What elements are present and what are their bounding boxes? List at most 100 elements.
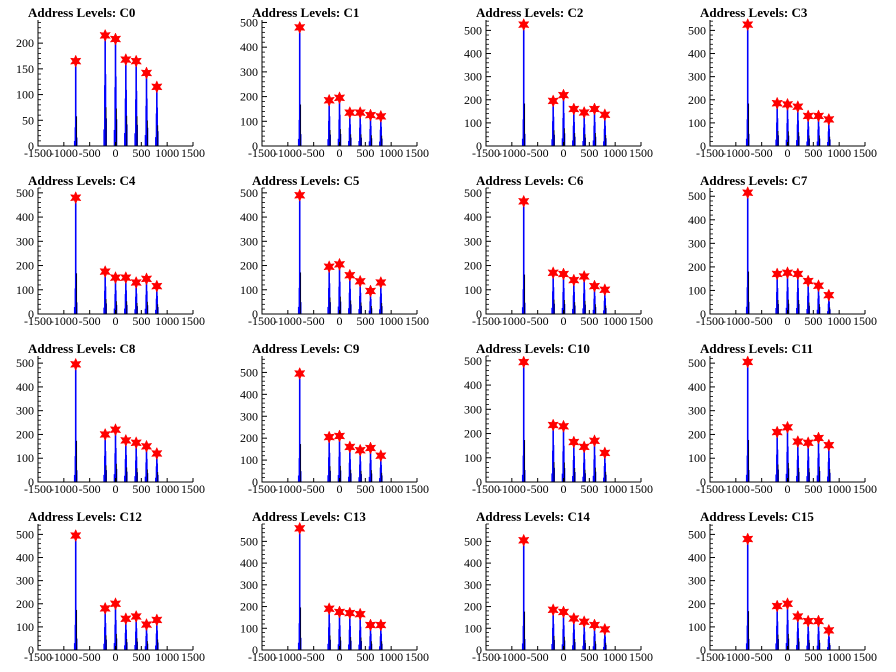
x-tick-label: 0 (113, 146, 119, 160)
x-tick-label: -1500 (24, 314, 52, 328)
peak-marker (557, 605, 570, 619)
x-tick-label: -1500 (24, 482, 52, 496)
peak-marker (547, 418, 559, 432)
y-tick-label: 400 (464, 47, 482, 61)
peak-marker (517, 355, 530, 369)
x-tick-label: -500 (79, 482, 101, 496)
x-tick-label: 1500 (405, 146, 429, 160)
peak-marker (578, 615, 590, 629)
y-tick-label: 400 (464, 210, 482, 224)
peak-marker (557, 419, 570, 433)
x-tick-label: -1000 (274, 482, 302, 496)
y-tick-label: 0 (28, 475, 34, 489)
y-tick-label: 400 (240, 556, 258, 570)
x-tick-label: -1000 (722, 314, 750, 328)
x-tick-label: 1500 (181, 482, 205, 496)
y-tick-label: 300 (464, 234, 482, 248)
x-tick-label: 0 (785, 314, 791, 328)
y-tick-label: 300 (688, 404, 706, 418)
peak-marker (151, 613, 163, 627)
peak-marker (802, 109, 814, 123)
y-tick-label: 500 (240, 15, 258, 29)
y-tick-label: 500 (688, 356, 706, 370)
x-tick-label: 1000 (603, 482, 627, 496)
histogram-panel: Address Levels: C9 0 100 200 300 400 500 -1500-… (224, 336, 448, 504)
histogram-panel: Address Levels: C11 0 100 200 300 400 500 -1500… (672, 336, 896, 504)
x-tick-label: 0 (337, 650, 343, 664)
x-tick-label: 0 (785, 482, 791, 496)
peak-marker (109, 423, 122, 437)
y-tick-label: 300 (16, 234, 34, 248)
peak-marker (792, 609, 804, 624)
y-tick-label: 200 (688, 260, 706, 274)
x-tick-label: 500 (132, 314, 150, 328)
x-tick-label: 1500 (181, 146, 205, 160)
peak-marker (120, 433, 132, 448)
peak-marker (375, 109, 387, 123)
x-tick-label: -500 (303, 146, 325, 160)
peak-marker (69, 54, 82, 68)
peak-marker (130, 275, 142, 290)
peak-marker (741, 186, 754, 200)
y-tick-label: 300 (240, 409, 258, 423)
y-tick-label: 500 (688, 527, 706, 541)
x-tick-label: 1000 (155, 314, 179, 328)
peak-marker (812, 614, 825, 628)
y-tick-label: 200 (464, 93, 482, 107)
y-tick-label: 0 (476, 139, 482, 153)
x-tick-label: 0 (337, 314, 343, 328)
histogram-plot: 0 100 200 300 400 500 -1500-1000 -500 0 500 1000 15… (464, 17, 653, 160)
peak-marker (354, 607, 366, 621)
peak-marker (771, 599, 783, 613)
peak-marker (364, 108, 377, 122)
peak-marker (364, 618, 377, 632)
y-tick-label: 0 (476, 475, 482, 489)
peak-marker (333, 257, 346, 271)
peak-marker (781, 597, 794, 611)
x-tick-label: -1500 (248, 482, 276, 496)
peak-marker (741, 355, 754, 369)
y-tick-label: 100 (240, 283, 258, 297)
peak-marker (140, 272, 153, 286)
peak-marker (130, 54, 142, 68)
y-tick-label: 200 (688, 93, 706, 107)
peak-marker (771, 267, 783, 281)
x-tick-label: 1500 (405, 650, 429, 664)
peak-marker (741, 17, 754, 32)
histogram-panel: Address Levels: C12 0 100 200 300 400 500 -1500… (0, 504, 224, 672)
x-tick-label: 1000 (603, 146, 627, 160)
y-tick-label: 200 (464, 259, 482, 273)
y-tick-label: 200 (16, 427, 34, 441)
x-tick-label: 1500 (629, 482, 653, 496)
y-tick-label: 0 (700, 139, 706, 153)
y-tick-label: 500 (688, 189, 706, 203)
y-tick-label: 0 (28, 643, 34, 657)
y-tick-label: 200 (240, 431, 258, 445)
x-tick-label: 1500 (629, 146, 653, 160)
peak-marker (293, 20, 306, 35)
peak-marker (69, 191, 82, 205)
histogram-plot: 0 100 200 300 400 500 -1500-1000 -500 0 500 1000 15… (16, 524, 205, 664)
x-tick-label: 500 (132, 146, 150, 160)
histogram-panel: Address Levels: C5 0 100 200 300 400 500 -1500-… (224, 168, 448, 336)
x-tick-label: -1000 (722, 650, 750, 664)
peak-marker (771, 425, 783, 439)
histogram-panel: Address Levels: C13 0 100 200 300 400 500 -1500… (224, 504, 448, 672)
x-tick-label: -1500 (248, 650, 276, 664)
peak-marker (99, 264, 111, 279)
x-tick-label: 1000 (379, 650, 403, 664)
chart-title: Address Levels: C15 (700, 509, 814, 524)
peak-marker (354, 274, 366, 288)
y-tick-label: 200 (16, 597, 34, 611)
y-tick-label: 100 (688, 283, 706, 297)
histogram-plot: 0 100 200 300 400 500 -1500-1000 -500 0 500 1000 15… (16, 186, 205, 328)
chart-title: Address Levels: C4 (28, 173, 136, 188)
y-tick-label: 500 (464, 534, 482, 548)
histogram-plot: 0 100 200 300 400 500 -1500-1000 -500 0 500 1000 15… (464, 523, 653, 664)
chart-title: Address Levels: C0 (28, 5, 136, 20)
peak-marker (792, 434, 804, 449)
y-tick-label: 500 (688, 23, 706, 37)
x-tick-label: 500 (132, 650, 150, 664)
x-tick-label: 0 (561, 650, 567, 664)
